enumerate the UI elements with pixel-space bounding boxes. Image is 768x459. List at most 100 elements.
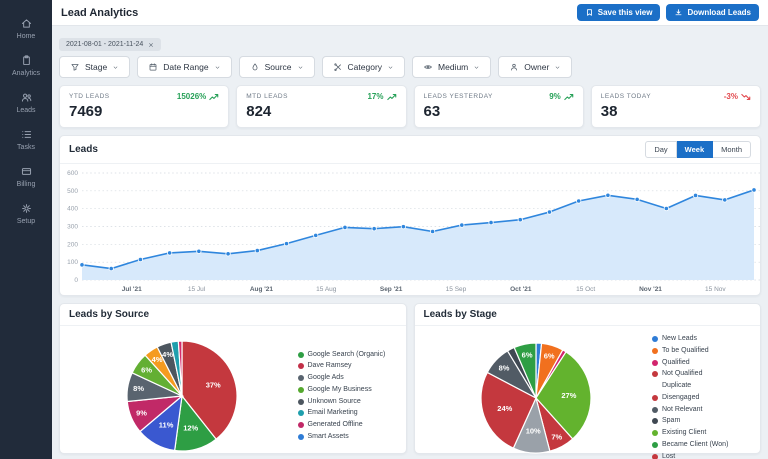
chevron-down-icon <box>297 64 304 71</box>
leads-by-source-pie-svg: 37%12%11%9%8%6%4%4% <box>126 340 238 452</box>
svg-text:Nov '21: Nov '21 <box>639 286 662 293</box>
svg-text:12%: 12% <box>183 423 198 432</box>
medium-icon <box>423 62 433 72</box>
legend-label: Duplicate <box>662 382 692 389</box>
chevron-down-icon <box>214 64 221 71</box>
svg-text:15 Jul: 15 Jul <box>188 286 206 293</box>
kpi-delta: 17% <box>367 92 396 101</box>
leads-icon <box>20 91 33 104</box>
leads-by-stage-pie: 6% 27% 7% 10% 24% 8% 6% <box>421 334 653 459</box>
kpi-row: YTD LEADS 15026% 7469 MTD LEADS 17% 824 LEADS … <box>59 85 761 128</box>
kpi-card-mtd-leads: MTD LEADS 17% 824 <box>236 85 407 128</box>
legend-label: Existing Client <box>662 429 707 436</box>
legend-color-dot <box>652 371 658 378</box>
toggle-week[interactable]: Week <box>676 141 714 158</box>
leads-trend-chart: 0 100 200 300 400 500 600 Jul '21 15 Jul Aug '21 1… <box>60 164 760 295</box>
source-icon <box>250 62 260 72</box>
legend-color-dot <box>652 359 658 366</box>
calendar-icon <box>148 62 158 72</box>
svg-text:600: 600 <box>67 170 78 177</box>
top-bar: Lead Analytics Save this view Download L… <box>52 0 768 26</box>
svg-text:4%: 4% <box>162 350 173 359</box>
filter-label: Medium <box>438 62 469 72</box>
sidebar-item-analytics[interactable]: Analytics <box>0 47 52 84</box>
sidebar-item-label: Billing <box>16 181 36 188</box>
svg-text:15 Nov: 15 Nov <box>705 286 726 293</box>
filter-label: Category <box>347 62 383 72</box>
svg-text:37%: 37% <box>205 381 220 390</box>
legend-item-smart-assets: Smart Assets <box>297 433 396 442</box>
chip-close-icon[interactable] <box>148 42 154 48</box>
tasks-icon <box>20 128 33 141</box>
leads-by-source-card: Leads by Source 37% 12% 11% 9% 8% 6% 4% 4% Goog… <box>59 303 407 454</box>
main-area: Lead Analytics Save this view Download L… <box>52 0 768 459</box>
leads-by-stage-title: Leads by Stage <box>423 309 497 320</box>
kpi-card-ytd-leads: YTD LEADS 15026% 7469 <box>59 85 230 128</box>
chevron-down-icon <box>112 64 119 71</box>
pie-row: Leads by Source 37% 12% 11% 9% 8% 6% 4% 4% Goog… <box>59 303 761 459</box>
svg-text:Jul '21: Jul '21 <box>122 286 142 293</box>
kpi-label: LEADS YESTERDAY <box>423 93 493 100</box>
legend-color-dot <box>652 347 658 354</box>
svg-text:Aug '21: Aug '21 <box>250 286 274 293</box>
filter-source-dropdown[interactable]: Source <box>238 56 315 78</box>
toggle-day[interactable]: Day <box>645 141 677 158</box>
leads-by-stage-card: Leads by Stage 6% 27% 7% 10% 24% 8% 6% New Lea… <box>413 303 761 459</box>
legend-label: Not Relevant <box>662 405 703 413</box>
legend-item-became-client-won: Became Client (Won) <box>652 441 750 450</box>
filter-date-range-dropdown[interactable]: Date Range <box>137 56 232 78</box>
kpi-label: LEADS TODAY <box>600 93 652 100</box>
legend-item-lost: Lost <box>652 453 750 459</box>
svg-text:8%: 8% <box>133 384 144 393</box>
save-view-button[interactable]: Save this view <box>576 4 661 21</box>
svg-text:9%: 9% <box>136 409 147 418</box>
chevron-down-icon <box>554 64 561 71</box>
sidebar-item-label: Home <box>16 33 36 40</box>
svg-text:0: 0 <box>74 277 78 284</box>
leads-by-source-header: Leads by Source <box>60 304 406 326</box>
legend-item-google-my-business: Google My Business <box>297 386 396 395</box>
sidebar-item-label: Analytics <box>11 70 40 77</box>
filter-stage-dropdown[interactable]: Stage <box>59 56 131 78</box>
sidebar-item-tasks[interactable]: Tasks <box>0 121 52 158</box>
trend-up-icon <box>564 93 574 101</box>
applied-filters-row: 2021-08-01 - 2021-11-24 <box>59 33 761 51</box>
toggle-month[interactable]: Month <box>713 141 751 158</box>
svg-text:Oct '21: Oct '21 <box>510 286 532 293</box>
legend-color-dot <box>652 418 658 425</box>
kpi-delta-value: 17% <box>367 92 384 101</box>
analytics-icon <box>20 54 33 67</box>
filter-label: Stage <box>85 62 108 72</box>
sidebar-item-billing[interactable]: Billing <box>0 158 52 195</box>
sidebar-item-leads[interactable]: Leads <box>0 84 52 121</box>
content: 2021-08-01 - 2021-11-24 Stage Date Range S… <box>52 26 768 459</box>
svg-text:Sep '21: Sep '21 <box>380 286 403 293</box>
legend-label: Lost <box>662 452 676 459</box>
legend-color-dot <box>652 453 658 459</box>
legend-label: Unknown Source <box>307 397 361 405</box>
chevron-down-icon <box>387 64 394 71</box>
filter-medium-dropdown[interactable]: Medium <box>412 56 492 78</box>
sidebar-item-home[interactable]: Home <box>0 10 52 47</box>
trend-up-icon <box>386 93 397 101</box>
svg-text:11%: 11% <box>159 420 174 429</box>
svg-text:27%: 27% <box>562 391 577 400</box>
date-range-chip[interactable]: 2021-08-01 - 2021-11-24 <box>59 38 162 51</box>
chevron-down-icon <box>473 64 480 71</box>
filter-owner-dropdown[interactable]: Owner <box>498 56 573 78</box>
legend-color-dot <box>297 375 304 381</box>
legend-item-google-search-organic: Google Search (Organic) <box>297 351 396 360</box>
legend-item-spam: Spam <box>652 417 750 426</box>
legend-color-dot <box>297 422 304 428</box>
kpi-label: YTD LEADS <box>69 93 110 100</box>
stage-icon <box>70 62 80 72</box>
filter-category-dropdown[interactable]: Category <box>321 56 406 78</box>
legend-item-generated-offline: Generated Offline <box>297 421 396 430</box>
legend-label: Email Marketing <box>307 409 358 417</box>
legend-color-dot <box>652 406 658 413</box>
kpi-delta: 9% <box>549 92 574 101</box>
download-leads-button[interactable]: Download Leads <box>666 4 759 21</box>
svg-text:400: 400 <box>67 206 78 213</box>
sidebar-item-setup[interactable]: Setup <box>0 195 52 232</box>
